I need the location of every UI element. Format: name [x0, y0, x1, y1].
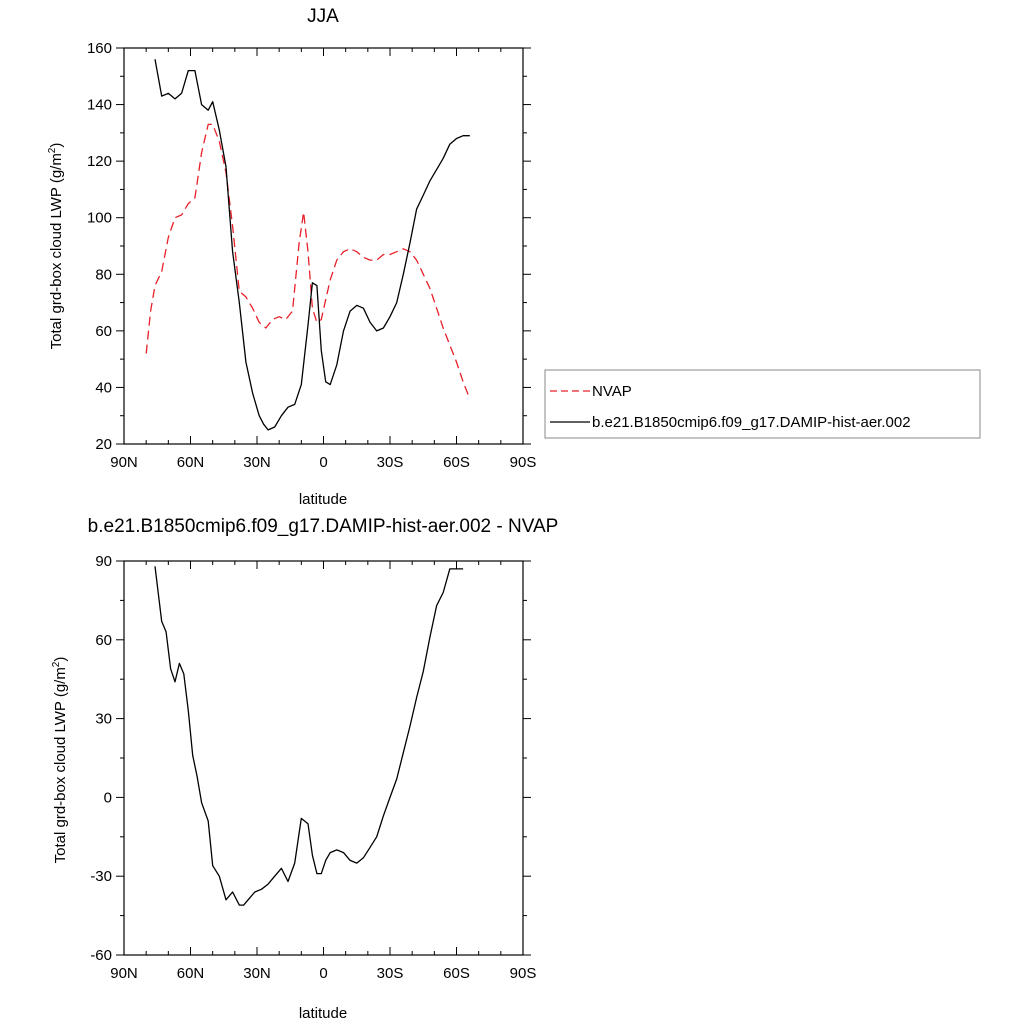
top-x-tick-label: 0	[319, 454, 327, 471]
bottom-y-tick-label: 0	[104, 789, 112, 806]
legend-label-nvap: NVAP	[592, 383, 632, 400]
top-x-tick-label: 30S	[377, 454, 404, 471]
bottom-x-tick-label: 30S	[377, 965, 404, 982]
top-x-tick-label: 60S	[443, 454, 470, 471]
bottom-x-tick-label: 90N	[110, 965, 138, 982]
top-x-axis-label: latitude	[299, 491, 347, 508]
top-chart-title: JJA	[307, 6, 339, 27]
bottom-y-tick-label: -30	[90, 868, 112, 885]
bottom-x-axis-label: latitude	[299, 1005, 347, 1022]
bottom-series-line-difference	[154, 566, 464, 906]
top-y-tick-label: 160	[87, 40, 112, 57]
top-y-tick-label: 80	[95, 266, 112, 283]
top-y-tick-label: 60	[95, 323, 112, 340]
bottom-x-tick-label: 30N	[243, 965, 271, 982]
bottom-x-tick-label: 0	[319, 965, 327, 982]
bottom-chart-title: b.e21.B1850cmip6.f09_g17.DAMIP-hist-aer.…	[88, 516, 559, 537]
bottom-y-tick-label: 60	[95, 632, 112, 649]
legend-label-model: b.e21.B1850cmip6.f09_g17.DAMIP-hist-aer.…	[592, 414, 911, 431]
bottom-y-tick-label: 30	[95, 711, 112, 728]
bottom-y-tick-label: 90	[95, 553, 112, 570]
top-y-tick-label: 120	[87, 153, 112, 170]
bottom-plot-frame	[123, 560, 524, 956]
legend-frame	[544, 369, 981, 439]
top-x-tick-label: 30N	[243, 454, 271, 471]
top-x-tick-label: 90S	[510, 454, 537, 471]
top-y-axis-label: Total grd-box cloud LWP (g/m2)	[47, 143, 65, 350]
top-series-line-model	[154, 59, 470, 431]
top-y-tick-label: 40	[95, 379, 112, 396]
top-x-tick-label: 60N	[177, 454, 205, 471]
legend: NVAP b.e21.B1850cmip6.f09_g17.DAMIP-hist…	[544, 369, 981, 439]
top-y-tick-label: 140	[87, 97, 112, 114]
bottom-x-tick-label: 90S	[510, 965, 537, 982]
bottom-y-axis-label: Total grd-box cloud LWP (g/m2)	[51, 657, 69, 864]
top-x-tick-label: 90N	[110, 454, 138, 471]
bottom-y-tick-label: -60	[90, 947, 112, 964]
top-y-tick-label: 20	[95, 436, 112, 453]
bottom-x-tick-label: 60S	[443, 965, 470, 982]
bottom-x-tick-label: 60N	[177, 965, 205, 982]
top-y-tick-label: 100	[87, 210, 112, 227]
top-plot-frame	[123, 47, 524, 445]
top-series-line-nvap	[145, 123, 471, 399]
